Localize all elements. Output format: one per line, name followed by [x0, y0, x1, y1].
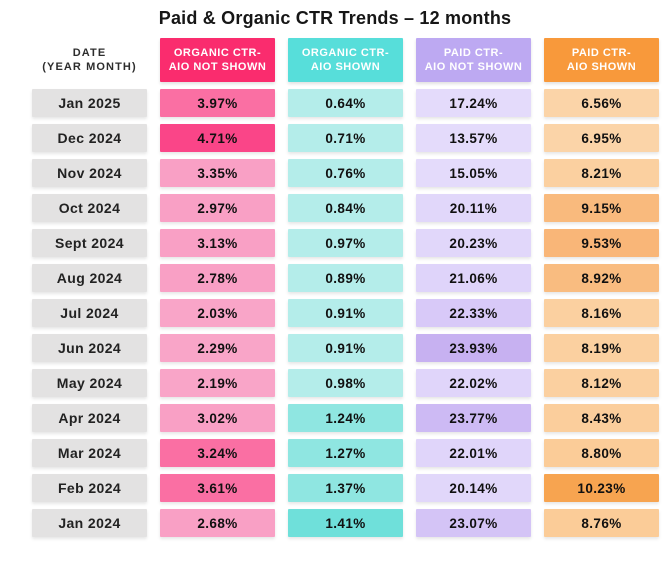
- date-cell: Feb 2024: [32, 474, 147, 502]
- value-cell: 0.91%: [288, 299, 403, 327]
- value-cell: 8.12%: [544, 369, 659, 397]
- value-cell: 10.23%: [544, 474, 659, 502]
- table-row: Jan 2025 3.97% 0.64% 17.24% 6.56%: [32, 89, 659, 117]
- value-cell: 3.35%: [160, 159, 275, 187]
- header-label-line2: AIO NOT SHOWN: [424, 61, 523, 73]
- value-cell: 3.24%: [160, 439, 275, 467]
- value-cell: 13.57%: [416, 124, 531, 152]
- date-header-line2: (YEAR MONTH): [42, 61, 137, 73]
- table-header-row: DATE (YEAR MONTH) ORGANIC CTR- AIO NOT S…: [32, 38, 659, 82]
- column-header-organic-ctr-aio-shown: ORGANIC CTR- AIO SHOWN: [288, 38, 403, 82]
- table-row: Nov 2024 3.35% 0.76% 15.05% 8.21%: [32, 159, 659, 187]
- table-row: Mar 2024 3.24% 1.27% 22.01% 8.80%: [32, 439, 659, 467]
- value-cell: 8.80%: [544, 439, 659, 467]
- value-cell: 9.53%: [544, 229, 659, 257]
- value-cell: 8.21%: [544, 159, 659, 187]
- value-cell: 8.76%: [544, 509, 659, 537]
- value-cell: 23.07%: [416, 509, 531, 537]
- value-cell: 8.43%: [544, 404, 659, 432]
- value-cell: 3.13%: [160, 229, 275, 257]
- header-label-line2: AIO SHOWN: [310, 61, 381, 73]
- value-cell: 0.64%: [288, 89, 403, 117]
- date-cell: Apr 2024: [32, 404, 147, 432]
- table-row: Sept 2024 3.13% 0.97% 20.23% 9.53%: [32, 229, 659, 257]
- value-cell: 22.01%: [416, 439, 531, 467]
- value-cell: 6.95%: [544, 124, 659, 152]
- column-header-organic-ctr-aio-not-shown: ORGANIC CTR- AIO NOT SHOWN: [160, 38, 275, 82]
- value-cell: 9.15%: [544, 194, 659, 222]
- value-cell: 20.23%: [416, 229, 531, 257]
- value-cell: 21.06%: [416, 264, 531, 292]
- value-cell: 1.41%: [288, 509, 403, 537]
- ctr-table: DATE (YEAR MONTH) ORGANIC CTR- AIO NOT S…: [32, 38, 659, 537]
- header-label-line1: PAID CTR-: [571, 46, 632, 59]
- value-cell: 0.84%: [288, 194, 403, 222]
- table-row: Aug 2024 2.78% 0.89% 21.06% 8.92%: [32, 264, 659, 292]
- value-cell: 1.27%: [288, 439, 403, 467]
- value-cell: 22.33%: [416, 299, 531, 327]
- date-cell: Dec 2024: [32, 124, 147, 152]
- value-cell: 22.02%: [416, 369, 531, 397]
- header-label-line1: ORGANIC CTR-: [173, 46, 262, 59]
- date-header-line1: DATE: [72, 46, 107, 59]
- value-cell: 6.56%: [544, 89, 659, 117]
- value-cell: 2.97%: [160, 194, 275, 222]
- value-cell: 23.93%: [416, 334, 531, 362]
- value-cell: 1.24%: [288, 404, 403, 432]
- value-cell: 20.11%: [416, 194, 531, 222]
- date-cell: Jul 2024: [32, 299, 147, 327]
- table-row: May 2024 2.19% 0.98% 22.02% 8.12%: [32, 369, 659, 397]
- date-cell: Jan 2024: [32, 509, 147, 537]
- value-cell: 1.37%: [288, 474, 403, 502]
- value-cell: 23.77%: [416, 404, 531, 432]
- table-rows: Jan 2025 3.97% 0.64% 17.24% 6.56% Dec 2024 4.7…: [32, 89, 659, 537]
- table-row: Apr 2024 3.02% 1.24% 23.77% 8.43%: [32, 404, 659, 432]
- value-cell: 2.03%: [160, 299, 275, 327]
- value-cell: 8.92%: [544, 264, 659, 292]
- value-cell: 2.29%: [160, 334, 275, 362]
- table-row: Dec 2024 4.71% 0.71% 13.57% 6.95%: [32, 124, 659, 152]
- value-cell: 2.78%: [160, 264, 275, 292]
- page-title: Paid & Organic CTR Trends – 12 months: [158, 8, 512, 28]
- value-cell: 8.16%: [544, 299, 659, 327]
- value-cell: 3.61%: [160, 474, 275, 502]
- value-cell: 4.71%: [160, 124, 275, 152]
- value-cell: 17.24%: [416, 89, 531, 117]
- header-label-line2: AIO NOT SHOWN: [168, 61, 267, 73]
- value-cell: 15.05%: [416, 159, 531, 187]
- date-cell: Nov 2024: [32, 159, 147, 187]
- value-cell: 2.19%: [160, 369, 275, 397]
- date-cell: May 2024: [32, 369, 147, 397]
- date-cell: Jan 2025: [32, 89, 147, 117]
- table-row: Oct 2024 2.97% 0.84% 20.11% 9.15%: [32, 194, 659, 222]
- value-cell: 0.89%: [288, 264, 403, 292]
- value-cell: 0.71%: [288, 124, 403, 152]
- value-cell: 20.14%: [416, 474, 531, 502]
- header-label-line2: AIO SHOWN: [566, 61, 637, 73]
- value-cell: 0.97%: [288, 229, 403, 257]
- table-row: Feb 2024 3.61% 1.37% 20.14% 10.23%: [32, 474, 659, 502]
- table-row: Jul 2024 2.03% 0.91% 22.33% 8.16%: [32, 299, 659, 327]
- value-cell: 3.02%: [160, 404, 275, 432]
- header-label-line1: ORGANIC CTR-: [301, 46, 390, 59]
- column-header-paid-ctr-aio-shown: PAID CTR- AIO SHOWN: [544, 38, 659, 82]
- date-cell: Oct 2024: [32, 194, 147, 222]
- value-cell: 0.76%: [288, 159, 403, 187]
- value-cell: 3.97%: [160, 89, 275, 117]
- value-cell: 2.68%: [160, 509, 275, 537]
- date-cell: Sept 2024: [32, 229, 147, 257]
- table-row: Jun 2024 2.29% 0.91% 23.93% 8.19%: [32, 334, 659, 362]
- date-cell: Mar 2024: [32, 439, 147, 467]
- value-cell: 0.98%: [288, 369, 403, 397]
- header-label-line1: PAID CTR-: [443, 46, 504, 59]
- value-cell: 8.19%: [544, 334, 659, 362]
- date-cell: Aug 2024: [32, 264, 147, 292]
- value-cell: 0.91%: [288, 334, 403, 362]
- date-cell: Jun 2024: [32, 334, 147, 362]
- table-row: Jan 2024 2.68% 1.41% 23.07% 8.76%: [32, 509, 659, 537]
- date-column-header: DATE (YEAR MONTH): [32, 38, 147, 82]
- column-header-paid-ctr-aio-not-shown: PAID CTR- AIO NOT SHOWN: [416, 38, 531, 82]
